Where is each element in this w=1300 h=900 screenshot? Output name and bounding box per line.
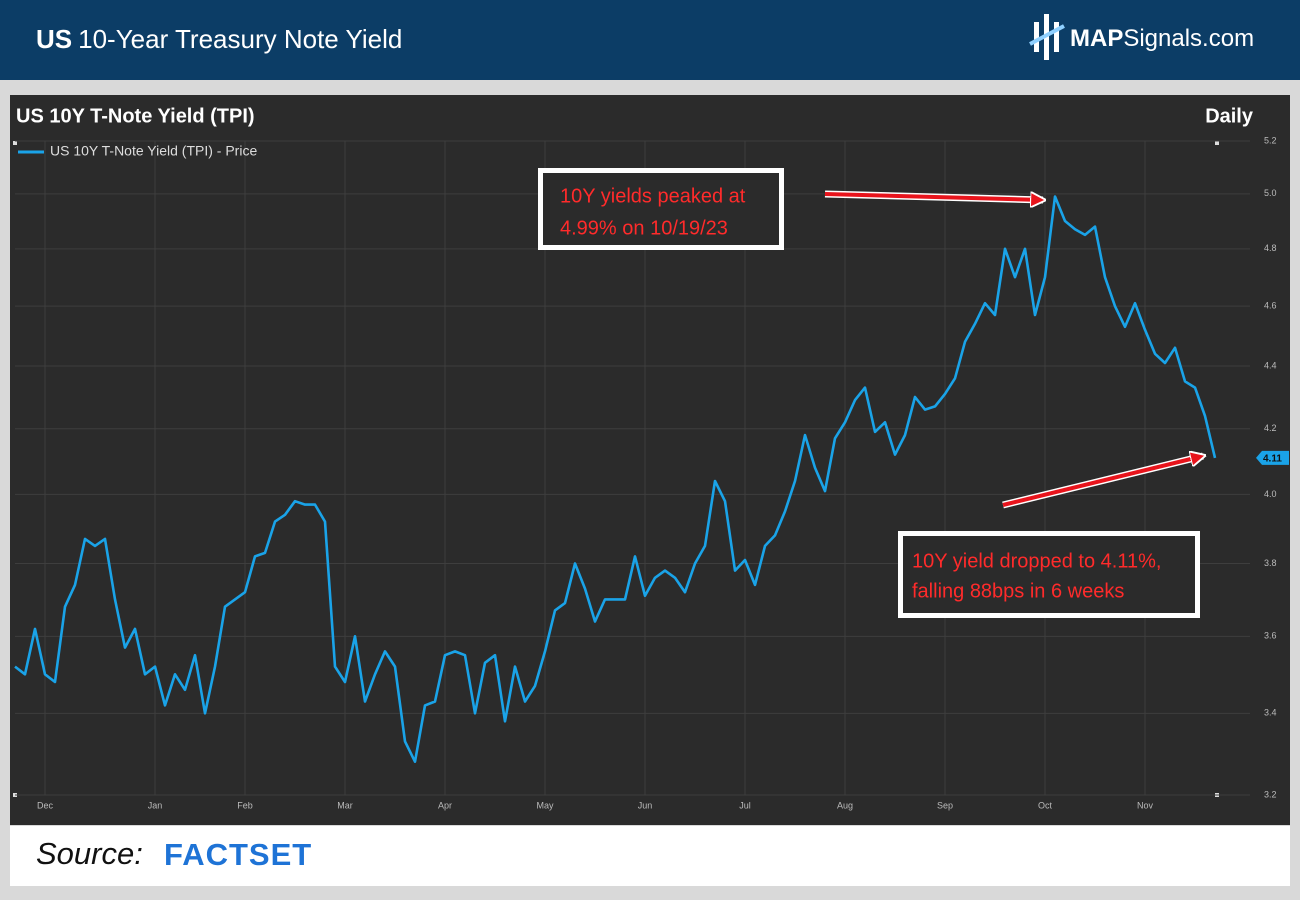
y-tick-label: 4.8 [1264, 243, 1277, 253]
header-bar [0, 0, 1300, 80]
header-title: US 10-Year Treasury Note Yield [36, 24, 402, 54]
logo-rest: Signals.com [1123, 25, 1254, 52]
source-name: FACTSET [164, 837, 312, 872]
source-label: Source: [36, 836, 143, 871]
x-tick-label: Jul [739, 800, 751, 810]
x-tick-label: Mar [337, 800, 353, 810]
arrow [824, 194, 1043, 200]
x-tick-label: Jan [148, 800, 163, 810]
x-tick-label: Sep [937, 800, 953, 810]
chart-title: US 10Y T-Note Yield (TPI) [16, 105, 255, 127]
frequency-label: Daily [1205, 105, 1254, 127]
x-tick-label: Feb [237, 800, 253, 810]
last-value-tag [1256, 450, 1289, 465]
x-tick-label: Aug [837, 800, 853, 810]
annotation-line: 4.99% on 10/19/23 [560, 217, 728, 239]
annotation-box-inner [903, 536, 1195, 613]
line-series [14, 195, 1217, 763]
header-title-rest: 10-Year Treasury Note Yield [78, 24, 402, 54]
legend-label: US 10Y T-Note Yield (TPI) - Price [50, 143, 257, 159]
annotation-line: falling 88bps in 6 weeks [912, 580, 1124, 602]
plot: 4.11 US 10Y T-Note Yield (TPI) - Price [14, 143, 1289, 763]
logo-text: MAPSignals.com [1070, 25, 1254, 52]
last-value-label: 4.11 [1263, 454, 1282, 465]
x-tick-label: Apr [438, 800, 452, 810]
logo-icon [1029, 14, 1065, 60]
x-tick-label: Nov [1137, 800, 1154, 810]
y-tick-label: 3.6 [1264, 631, 1277, 641]
x-tick-label: Jun [638, 800, 653, 810]
annotation-line: 10Y yield dropped to 4.11%, [912, 550, 1161, 572]
y-tick-label: 4.0 [1264, 489, 1277, 499]
y-tick-label: 4.6 [1264, 301, 1277, 311]
y-tick-label: 3.4 [1264, 708, 1277, 718]
x-tick-label: Oct [1038, 800, 1053, 810]
x-tick-label: May [536, 800, 554, 810]
y-tick-label: 3.8 [1264, 558, 1277, 568]
arrow [1002, 456, 1203, 507]
footer-panel [10, 826, 1290, 886]
y-tick-label: 3.2 [1264, 789, 1277, 799]
grid: 3.2 3.4 3.6 3.8 4.0 4.2 4.4 4.6 4.8 5.0 5.2 Dec Jan F… [15, 135, 1277, 810]
annotation-box-inner [543, 173, 779, 245]
x-tick-label: Dec [37, 800, 54, 810]
y-tick-label: 4.2 [1264, 423, 1277, 433]
header-title-bold: US [36, 24, 72, 54]
y-tick-label: 4.4 [1264, 360, 1277, 370]
annotation-line: 10Y yields peaked at [560, 185, 746, 207]
logo-bold: MAP [1070, 25, 1123, 52]
y-tick-label: 5.0 [1264, 188, 1277, 198]
y-tick-label: 5.2 [1264, 135, 1277, 145]
